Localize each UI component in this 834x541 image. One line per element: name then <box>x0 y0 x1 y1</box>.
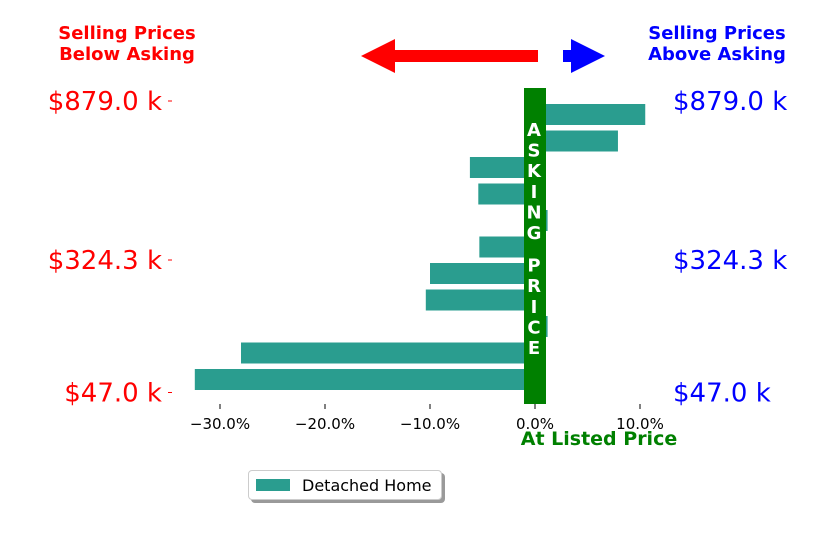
asking-letter-9: I <box>531 297 538 318</box>
y-label-left-1: $324.3 k <box>48 246 162 276</box>
y-label-left-2: $47.0 k <box>64 379 162 409</box>
asking-letter-2: K <box>527 161 542 182</box>
bar-10 <box>194 369 536 390</box>
asking-letter-10: C <box>527 317 540 338</box>
arrow-left-icon <box>361 39 538 73</box>
asking-letter-0: A <box>527 120 541 141</box>
bar-6 <box>430 263 535 284</box>
y-label-left-0: $879.0 k <box>48 87 162 117</box>
arrow-right-icon <box>563 39 605 73</box>
legend-label: Detached Home <box>302 475 432 495</box>
legend: Detached Home <box>248 470 442 500</box>
x-axis-label: At Listed Price <box>521 428 677 450</box>
asking-letter-3: I <box>531 182 538 203</box>
asking-letter-1: S <box>528 141 541 162</box>
bar-9 <box>241 342 535 364</box>
x-tick-label-1: −20.0% <box>295 415 355 433</box>
y-labels-right: $879.0 k $324.3 k $47.0 k <box>673 87 787 409</box>
bars-layer <box>194 104 646 390</box>
asking-letter-5: G <box>527 223 542 244</box>
y-labels-left: $879.0 k $324.3 k $47.0 k <box>48 87 172 409</box>
asking-letter-8: R <box>527 276 541 297</box>
bar-1 <box>535 130 618 152</box>
y-label-right-2: $47.0 k <box>673 379 771 409</box>
header-left-line-2: Below Asking <box>59 44 195 65</box>
bar-5 <box>479 236 535 258</box>
asking-letter-4: N <box>526 202 541 223</box>
x-tick-label-3: 0.0% <box>516 415 554 433</box>
bar-3 <box>478 183 535 205</box>
header-right-line-2: Above Asking <box>648 44 786 65</box>
asking-price-bar <box>524 88 546 404</box>
bar-7 <box>425 289 535 311</box>
legend-swatch <box>256 479 290 491</box>
asking-letter-11: E <box>528 338 540 359</box>
x-tick-label-4: 10.0% <box>616 415 664 433</box>
y-label-right-0: $879.0 k <box>673 87 787 117</box>
x-tick-label-0: −30.0% <box>190 415 250 433</box>
x-axis-ticks: −30.0% −20.0% −10.0% 0.0% 10.0% <box>190 404 664 433</box>
asking-letter-7: P <box>527 256 540 277</box>
bar-0 <box>535 104 646 125</box>
x-tick-label-2: −10.0% <box>400 415 460 433</box>
y-label-right-1: $324.3 k <box>673 246 787 276</box>
header-right-line-1: Selling Prices <box>648 23 785 44</box>
bar-2 <box>469 157 535 178</box>
header-left-line-1: Selling Prices <box>58 23 195 44</box>
